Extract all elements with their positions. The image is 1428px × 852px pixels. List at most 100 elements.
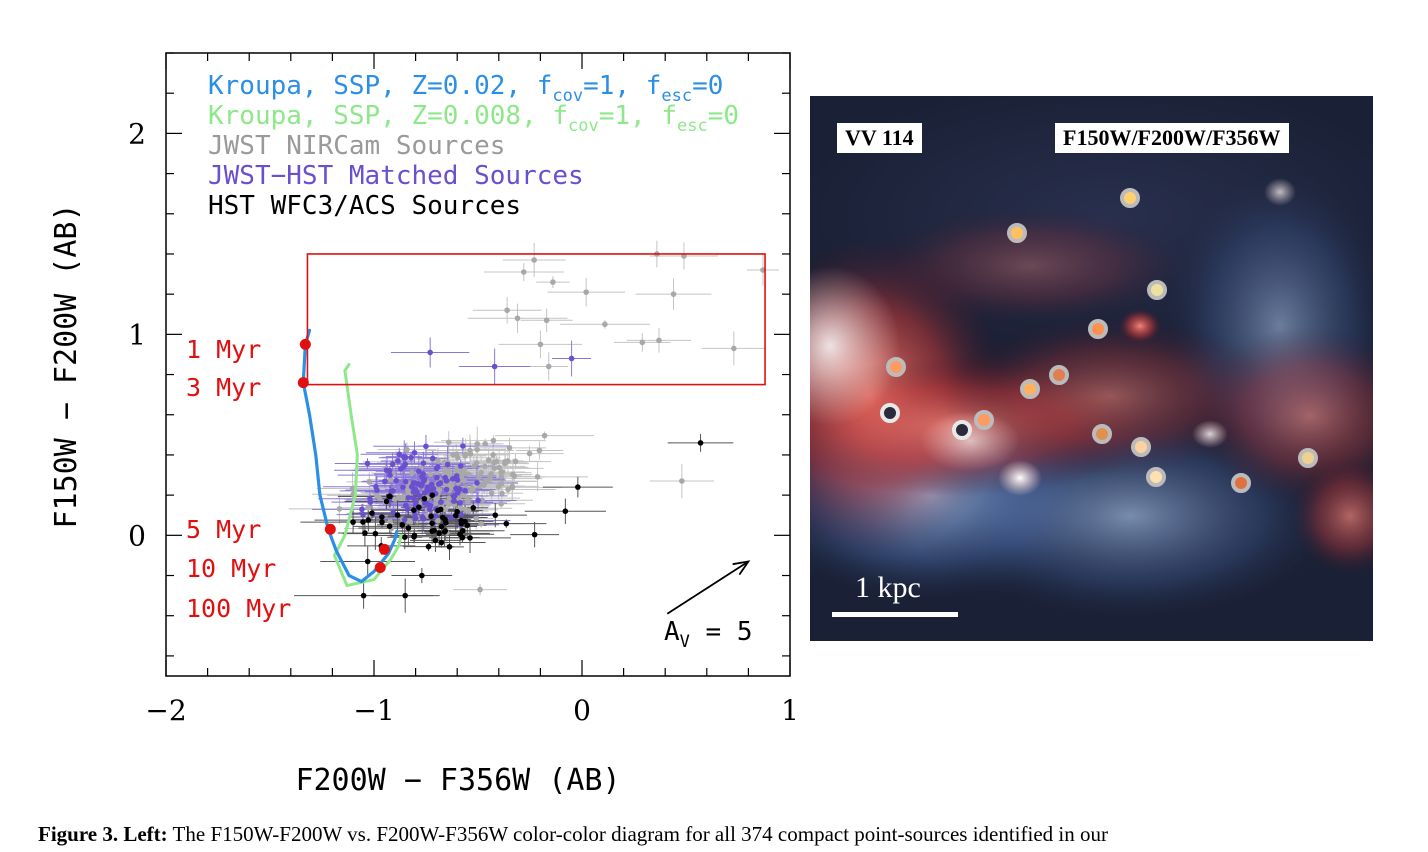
data-point (419, 513, 426, 520)
data-point (442, 528, 449, 534)
data-point (488, 490, 495, 496)
data-point (428, 513, 434, 520)
data-point (482, 441, 489, 447)
data-points (336, 251, 766, 599)
data-point (568, 355, 575, 362)
data-point (490, 452, 496, 458)
data-point (365, 505, 371, 511)
data-point (405, 525, 412, 531)
data-point (526, 450, 533, 457)
data-point (541, 432, 548, 439)
data-point (531, 257, 537, 263)
age-labels: 1 Myr 3 Myr 5 Myr 10 Myr 100 Myr (186, 335, 291, 623)
data-point (498, 469, 504, 475)
track-subsolar (332, 363, 403, 588)
data-point (450, 476, 456, 482)
data-point (394, 512, 401, 518)
data-point (412, 512, 418, 518)
legend-text: Kroupa, SSP, Z=0.008, f (208, 101, 568, 131)
age-label-3myr: 3 Myr (186, 373, 261, 402)
data-point (459, 527, 466, 534)
selection-box (306, 253, 766, 386)
data-point (462, 487, 468, 494)
data-point (350, 519, 356, 525)
data-point (408, 454, 414, 461)
age-marker (374, 561, 386, 573)
legend-text: =0 (708, 101, 739, 131)
data-point (411, 532, 418, 539)
data-point (446, 501, 452, 508)
target-label: VV 114 (837, 123, 922, 153)
x-tick-label: 1 (781, 694, 799, 727)
data-point (477, 586, 483, 593)
data-point (435, 481, 442, 487)
data-point (474, 480, 480, 486)
data-point (487, 475, 493, 482)
data-point (374, 487, 380, 493)
data-point (511, 473, 518, 479)
data-point (411, 480, 418, 486)
data-point (488, 471, 494, 477)
data-point (450, 452, 456, 458)
data-point (509, 484, 516, 491)
data-point (502, 460, 508, 467)
data-point (400, 495, 406, 501)
data-point (470, 504, 477, 511)
axis-ticks (165, 52, 791, 676)
data-point (448, 483, 455, 490)
data-point (461, 470, 467, 477)
data-point (481, 478, 488, 485)
legend: Kroupa, SSP, Z=0.02, fcov=1, fesc=0 Krou… (208, 71, 739, 221)
data-point (531, 531, 538, 538)
data-point (404, 446, 410, 453)
data-point (583, 289, 589, 295)
data-point (460, 492, 467, 499)
data-point (336, 506, 343, 512)
data-point (432, 513, 439, 519)
data-point (433, 469, 440, 476)
data-point (639, 339, 646, 346)
data-point (365, 517, 372, 523)
data-point (461, 477, 468, 484)
data-point (443, 486, 450, 493)
data-point (452, 512, 459, 519)
data-point (457, 500, 463, 506)
data-point (451, 498, 457, 504)
age-marker (324, 523, 336, 535)
data-point (405, 490, 412, 497)
data-point (401, 534, 408, 541)
data-point (376, 495, 383, 502)
data-point (512, 458, 519, 465)
data-point (476, 474, 482, 481)
data-point (575, 484, 581, 490)
data-point (448, 514, 455, 521)
age-marker (299, 338, 311, 350)
legend-subsolar: Kroupa, SSP, Z=0.008, fcov=1, fesc=0 (208, 101, 739, 136)
legend-solar: Kroupa, SSP, Z=0.02, fcov=1, fesc=0 (208, 71, 723, 106)
error-bars (288, 240, 780, 613)
legend-sub: esc (677, 116, 708, 136)
data-point (520, 269, 527, 275)
vv114-rgb-image: VV 114 F150W/F200W/F356W (810, 96, 1373, 641)
data-point (446, 544, 453, 550)
data-point (383, 498, 390, 505)
data-point (443, 478, 450, 484)
data-point (407, 518, 414, 525)
data-point (459, 534, 466, 541)
data-point (396, 494, 402, 500)
data-point (442, 467, 449, 473)
y-axis-label: F150W − F200W (AB) (49, 203, 84, 528)
data-point (418, 482, 425, 489)
data-point (426, 506, 433, 513)
data-point (395, 458, 401, 464)
data-point (421, 490, 428, 496)
extinction-vector (666, 560, 749, 615)
data-point (444, 461, 451, 468)
data-point (360, 592, 367, 599)
data-point (490, 437, 497, 444)
data-point (379, 514, 385, 520)
data-point (491, 363, 498, 370)
data-point (360, 511, 366, 518)
data-point (421, 495, 428, 502)
